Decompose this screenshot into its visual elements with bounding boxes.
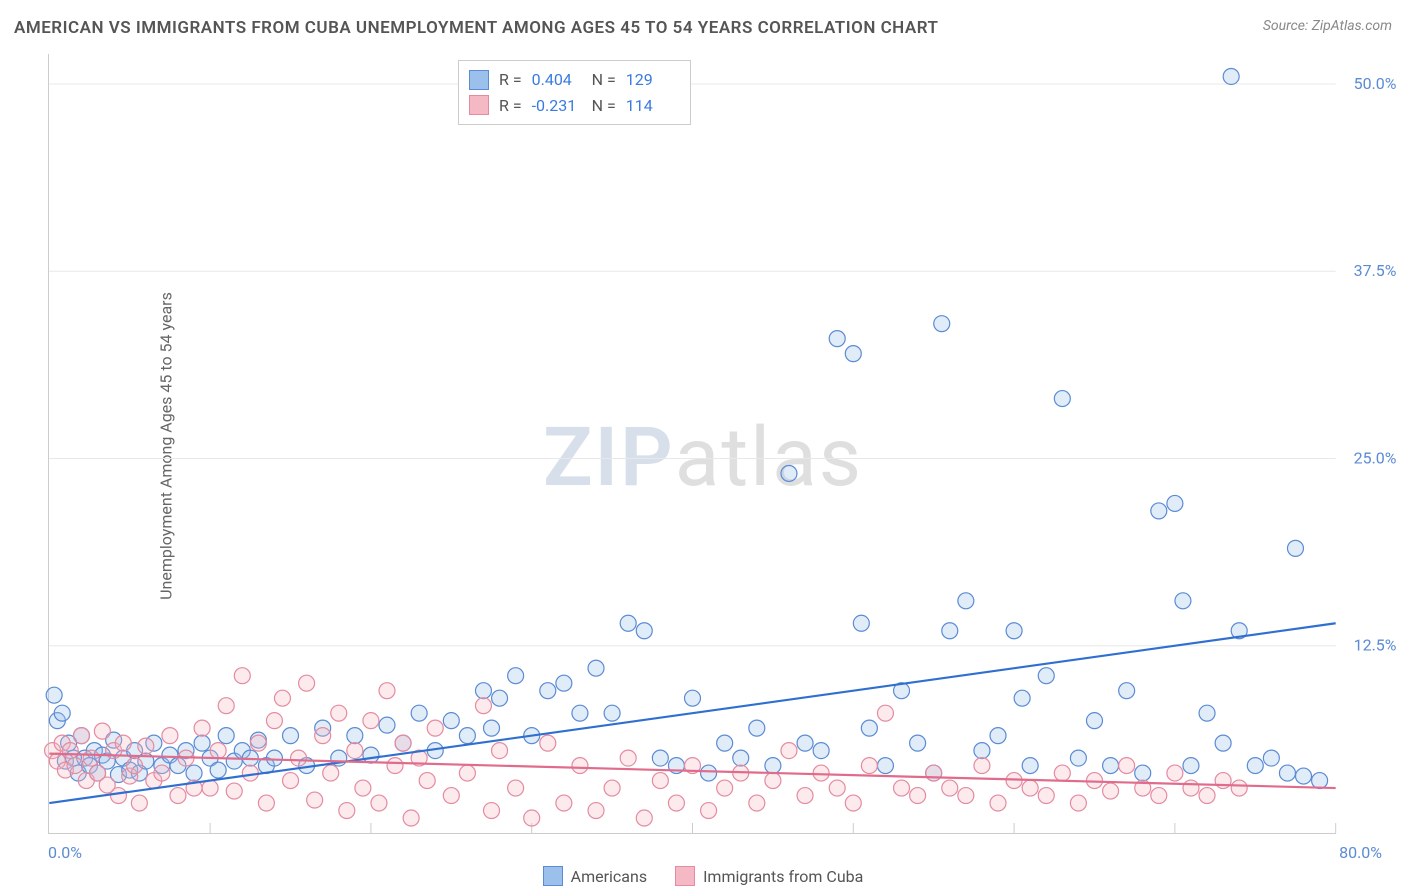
legend-label-1: Americans [571,867,647,886]
plot-area: 12.5%25.0%37.5%50.0% [48,54,1336,834]
correlation-box: R = 0.404 N = 129 R = -0.231 N = 114 [458,60,691,125]
plot-svg: 12.5%25.0%37.5%50.0% [49,54,1336,833]
swatch-series-2 [469,95,489,115]
x-axis-end-label: 80.0% [1339,843,1382,862]
n-value-2: 114 [626,93,676,119]
n-label-2: N = [592,93,616,119]
source-attribution: Source: ZipAtlas.com [1263,18,1392,34]
x-axis-start-label: 0.0% [48,843,82,862]
r-label: R = [499,67,522,93]
chart-container: AMERICAN VS IMMIGRANTS FROM CUBA UNEMPLO… [0,0,1406,892]
r-value-1: 0.404 [532,67,582,93]
r-value-2: -0.231 [532,93,582,119]
legend-item-2: Immigrants from Cuba [675,866,863,886]
n-label: N = [592,67,616,93]
title-bar: AMERICAN VS IMMIGRANTS FROM CUBA UNEMPLO… [14,18,1392,38]
svg-text:25.0%: 25.0% [1354,448,1397,467]
r-label-2: R = [499,93,522,119]
chart-title: AMERICAN VS IMMIGRANTS FROM CUBA UNEMPLO… [14,18,938,38]
legend-swatch-1 [543,866,563,886]
svg-text:37.5%: 37.5% [1354,261,1397,280]
legend-swatch-2 [675,866,695,886]
legend-label-2: Immigrants from Cuba [703,867,863,886]
correlation-row-2: R = -0.231 N = 114 [469,93,676,119]
svg-text:50.0%: 50.0% [1354,74,1397,93]
source-prefix: Source: [1263,18,1312,34]
n-value-1: 129 [626,67,676,93]
svg-text:12.5%: 12.5% [1354,636,1397,655]
correlation-row-1: R = 0.404 N = 129 [469,67,676,93]
swatch-series-1 [469,70,489,90]
source-link[interactable]: ZipAtlas.com [1312,18,1392,34]
bottom-legend: Americans Immigrants from Cuba [0,866,1406,886]
legend-item-1: Americans [543,866,647,886]
